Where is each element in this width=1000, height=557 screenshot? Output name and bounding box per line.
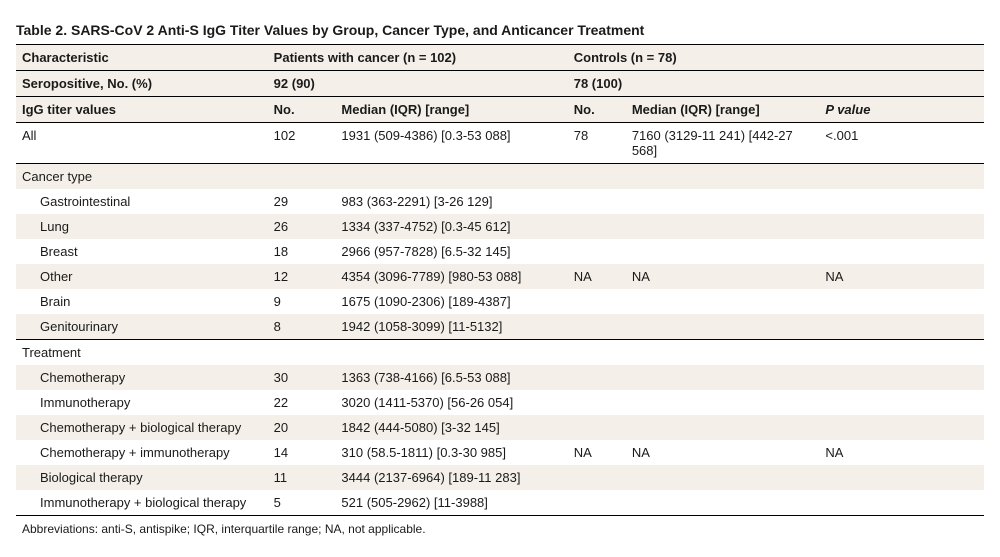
row-median: 1842 (444-5080) [3-32 145]: [335, 415, 567, 440]
header-row-seropos: Seropositive, No. (%) 92 (90) 78 (100): [16, 71, 984, 97]
footnote: Abbreviations: anti-S, antispike; IQR, i…: [16, 516, 984, 542]
all-g1-med: 1931 (509-4386) [0.3-53 088]: [335, 123, 567, 164]
row-median: 2966 (957-7828) [6.5-32 145]: [335, 239, 567, 264]
cancer-type-label: Cancer type: [16, 164, 268, 190]
col-characteristic: Characteristic: [16, 45, 268, 71]
table-row: Breast182966 (957-7828) [6.5-32 145]: [16, 239, 984, 264]
row-label: Chemotherapy + biological therapy: [16, 415, 268, 440]
all-g2-med: 7160 (3129-11 241) [442-27 568]: [626, 123, 820, 164]
row-label: Biological therapy: [16, 465, 268, 490]
na-cell: NA: [626, 264, 820, 289]
row-no: 20: [268, 415, 336, 440]
row-label: Breast: [16, 239, 268, 264]
row-no: 8: [268, 314, 336, 340]
row-label: Chemotherapy + immunotherapy: [16, 440, 268, 465]
row-no: 9: [268, 289, 336, 314]
col-group2: Controls (n = 78): [568, 45, 820, 71]
footnote-row: Abbreviations: anti-S, antispike; IQR, i…: [16, 516, 984, 542]
na-cell: NA: [568, 264, 626, 289]
col-no-2: No.: [568, 97, 626, 123]
table-row: Lung261334 (337-4752) [0.3-45 612]: [16, 214, 984, 239]
row-median: 521 (505-2962) [11-3988]: [335, 490, 567, 516]
row-label: Lung: [16, 214, 268, 239]
table-row: Genitourinary81942 (1058-3099) [11-5132]: [16, 314, 984, 340]
row-no: 22: [268, 390, 336, 415]
col-no-1: No.: [268, 97, 336, 123]
row-median: 1942 (1058-3099) [11-5132]: [335, 314, 567, 340]
seropos-g1: 92 (90): [268, 71, 568, 97]
col-median-1: Median (IQR) [range]: [335, 97, 567, 123]
table-title: Table 2. SARS-CoV 2 Anti-S IgG Titer Val…: [16, 16, 984, 45]
col-empty: [819, 45, 984, 71]
igg-label: IgG titer values: [16, 97, 268, 123]
row-no: 12: [268, 264, 336, 289]
row-no: 11: [268, 465, 336, 490]
table-row: Other124354 (3096-7789) [980-53 088]NANA…: [16, 264, 984, 289]
treatment-label: Treatment: [16, 340, 268, 366]
row-median: 310 (58.5-1811) [0.3-30 985]: [335, 440, 567, 465]
row-median: 3444 (2137-6964) [189-11 283]: [335, 465, 567, 490]
table-row: Chemotherapy + immunotherapy14310 (58.5-…: [16, 440, 984, 465]
table-row: Biological therapy113444 (2137-6964) [18…: [16, 465, 984, 490]
row-label: Gastrointestinal: [16, 189, 268, 214]
all-label: All: [16, 123, 268, 164]
col-median-2: Median (IQR) [range]: [626, 97, 820, 123]
col-group1: Patients with cancer (n = 102): [268, 45, 568, 71]
row-label: Genitourinary: [16, 314, 268, 340]
row-label: Immunotherapy: [16, 390, 268, 415]
seropos-label: Seropositive, No. (%): [16, 71, 268, 97]
na-cell: NA: [568, 440, 626, 465]
all-p: <.001: [819, 123, 984, 164]
row-no: 29: [268, 189, 336, 214]
table-row: Chemotherapy + biological therapy201842 …: [16, 415, 984, 440]
row-no: 14: [268, 440, 336, 465]
seropos-g2: 78 (100): [568, 71, 820, 97]
row-median: 983 (363-2291) [3-26 129]: [335, 189, 567, 214]
row-median: 1363 (738-4166) [6.5-53 088]: [335, 365, 567, 390]
row-label: Chemotherapy: [16, 365, 268, 390]
row-no: 30: [268, 365, 336, 390]
row-no: 26: [268, 214, 336, 239]
table-row: Immunotherapy + biological therapy5521 (…: [16, 490, 984, 516]
row-median: 1675 (1090-2306) [189-4387]: [335, 289, 567, 314]
all-g1-no: 102: [268, 123, 336, 164]
col-pvalue: P value: [819, 97, 984, 123]
table-row: Brain91675 (1090-2306) [189-4387]: [16, 289, 984, 314]
seropos-empty: [819, 71, 984, 97]
row-median: 1334 (337-4752) [0.3-45 612]: [335, 214, 567, 239]
row-label: Other: [16, 264, 268, 289]
all-g2-no: 78: [568, 123, 626, 164]
data-table: Characteristic Patients with cancer (n =…: [16, 45, 984, 541]
na-cell: NA: [819, 440, 984, 465]
table-row: Chemotherapy301363 (738-4166) [6.5-53 08…: [16, 365, 984, 390]
row-median: 3020 (1411-5370) [56-26 054]: [335, 390, 567, 415]
section-treatment: Treatment: [16, 340, 984, 366]
section-cancer-type: Cancer type: [16, 164, 984, 190]
row-label: Brain: [16, 289, 268, 314]
row-median: 4354 (3096-7789) [980-53 088]: [335, 264, 567, 289]
table-row: Immunotherapy223020 (1411-5370) [56-26 0…: [16, 390, 984, 415]
row-no: 5: [268, 490, 336, 516]
row-all: All 102 1931 (509-4386) [0.3-53 088] 78 …: [16, 123, 984, 164]
na-cell: NA: [626, 440, 820, 465]
header-row-igg: IgG titer values No. Median (IQR) [range…: [16, 97, 984, 123]
row-no: 18: [268, 239, 336, 264]
header-row-1: Characteristic Patients with cancer (n =…: [16, 45, 984, 71]
row-label: Immunotherapy + biological therapy: [16, 490, 268, 516]
na-cell: NA: [819, 264, 984, 289]
table-row: Gastrointestinal29983 (363-2291) [3-26 1…: [16, 189, 984, 214]
